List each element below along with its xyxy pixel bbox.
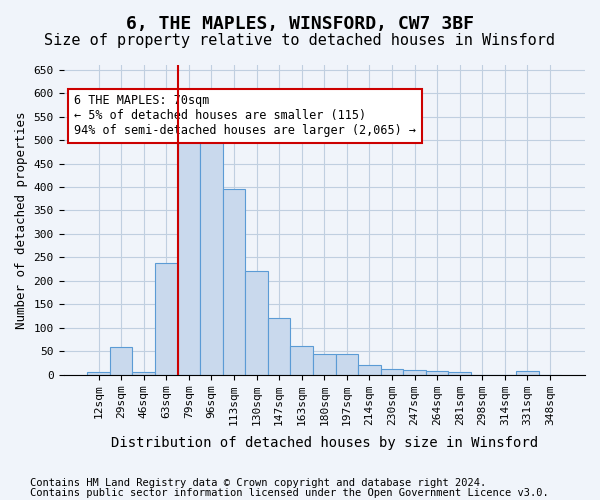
Text: 6 THE MAPLES: 70sqm
← 5% of detached houses are smaller (115)
94% of semi-detach: 6 THE MAPLES: 70sqm ← 5% of detached hou… bbox=[74, 94, 416, 138]
Bar bbox=[403, 370, 426, 374]
Bar bbox=[516, 372, 539, 374]
Bar bbox=[110, 346, 133, 374]
Bar bbox=[381, 369, 403, 374]
Bar bbox=[223, 190, 245, 374]
Bar bbox=[448, 372, 471, 374]
X-axis label: Distribution of detached houses by size in Winsford: Distribution of detached houses by size … bbox=[111, 436, 538, 450]
Bar bbox=[200, 139, 223, 374]
Bar bbox=[178, 137, 200, 374]
Bar bbox=[133, 372, 155, 374]
Bar bbox=[87, 372, 110, 374]
Text: Contains public sector information licensed under the Open Government Licence v3: Contains public sector information licen… bbox=[30, 488, 549, 498]
Y-axis label: Number of detached properties: Number of detached properties bbox=[15, 111, 28, 328]
Bar bbox=[155, 264, 178, 374]
Bar bbox=[335, 354, 358, 374]
Text: 6, THE MAPLES, WINSFORD, CW7 3BF: 6, THE MAPLES, WINSFORD, CW7 3BF bbox=[126, 15, 474, 33]
Text: Size of property relative to detached houses in Winsford: Size of property relative to detached ho… bbox=[44, 32, 556, 48]
Text: Contains HM Land Registry data © Crown copyright and database right 2024.: Contains HM Land Registry data © Crown c… bbox=[30, 478, 486, 488]
Bar bbox=[313, 354, 335, 374]
Bar bbox=[268, 318, 290, 374]
Bar bbox=[290, 346, 313, 374]
Bar bbox=[426, 372, 448, 374]
Bar bbox=[245, 270, 268, 374]
Bar bbox=[358, 366, 381, 374]
